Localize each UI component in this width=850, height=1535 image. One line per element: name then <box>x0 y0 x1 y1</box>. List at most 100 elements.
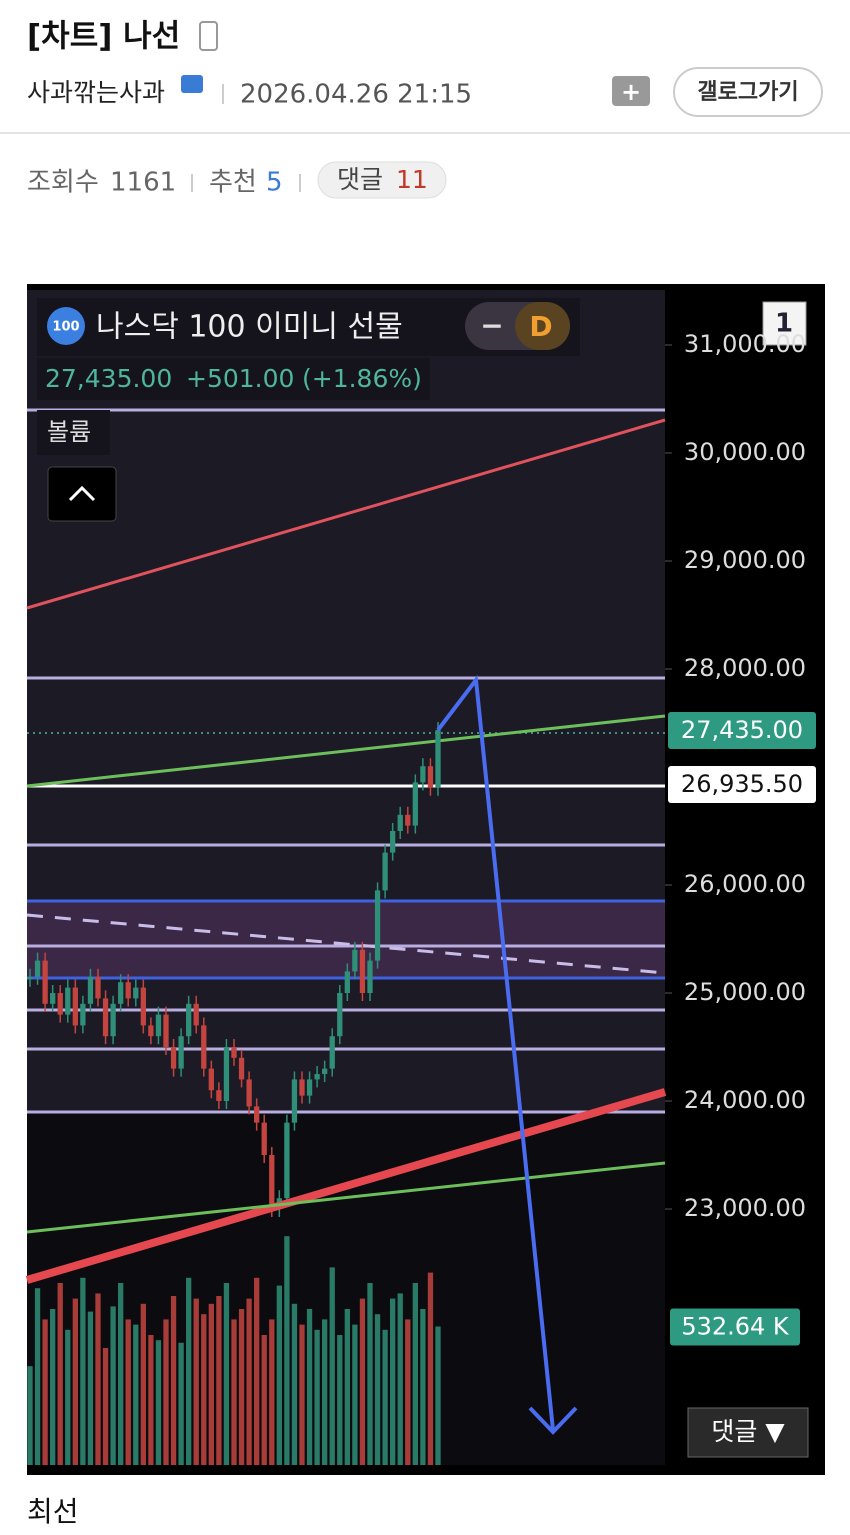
volume-bar <box>102 1348 109 1465</box>
gallery-button-label: 갤로그가기 <box>697 80 798 105</box>
volume-bar <box>276 1285 282 1465</box>
gallery-button[interactable] <box>673 67 823 117</box>
recommend-label: 추천 <box>209 168 257 198</box>
price-tag <box>668 712 816 750</box>
red-support <box>25 1088 667 1284</box>
candle-body <box>118 982 124 1004</box>
volume-bar <box>193 1298 199 1465</box>
views: 1161 <box>110 168 176 198</box>
volume-bar <box>231 1319 237 1465</box>
projection-arrow <box>436 674 555 1431</box>
folder-plus: + <box>621 78 641 106</box>
candle-body <box>299 1079 305 1096</box>
candle-body <box>208 1068 214 1091</box>
post-body-text: 최선 <box>27 1495 79 1528</box>
volume-bar <box>254 1277 260 1465</box>
candle-body <box>238 1057 245 1080</box>
change: +501.00 <box>186 364 294 393</box>
candle-body <box>314 1074 320 1080</box>
zone-band <box>27 901 665 978</box>
candle-body <box>337 993 343 1037</box>
candle-body <box>201 1025 207 1069</box>
volume-bar <box>397 1293 403 1465</box>
volume-bar <box>163 1319 169 1465</box>
volume-bar <box>148 1335 154 1465</box>
volume-bar <box>238 1309 245 1465</box>
candle-body <box>148 1025 154 1037</box>
candle-body <box>322 1068 328 1075</box>
volume-bar <box>269 1319 275 1465</box>
comments-pill[interactable] <box>317 161 447 199</box>
volume-bar <box>291 1303 298 1465</box>
red-trend <box>26 418 666 610</box>
candle-body <box>412 782 418 826</box>
candle-body <box>291 1079 298 1123</box>
volume-bar <box>125 1319 131 1465</box>
candle-body <box>95 976 101 999</box>
candle-body <box>269 1155 275 1210</box>
candle-body <box>80 1003 86 1026</box>
candle-body <box>42 960 48 1004</box>
folder-add-icon[interactable] <box>612 76 650 106</box>
author-badge <box>181 75 203 93</box>
volume-bar <box>170 1296 177 1465</box>
candle-body <box>367 960 373 994</box>
candle-body <box>329 1036 335 1069</box>
volume-bar <box>186 1277 192 1465</box>
volume-bar <box>427 1272 434 1465</box>
symbol-badge <box>47 307 85 345</box>
collapse-button[interactable] <box>47 466 117 522</box>
green-support <box>26 1161 666 1234</box>
volume-bar <box>57 1283 63 1465</box>
volume-bar <box>284 1236 290 1465</box>
candle-body <box>140 987 146 1026</box>
y-tick-label: 26,000.00 <box>684 870 806 898</box>
volume-tag-label: 532.64 K <box>681 1313 790 1341</box>
candle-body <box>344 971 350 994</box>
candle-body <box>435 730 441 788</box>
volume-bar <box>352 1324 358 1465</box>
candle-body <box>186 1003 192 1037</box>
candle-body <box>133 987 139 999</box>
volume-bar <box>412 1283 418 1465</box>
candle-body <box>374 890 381 961</box>
volume-bar <box>390 1298 396 1465</box>
candle-body <box>306 1079 313 1096</box>
volume-bar <box>110 1306 116 1465</box>
interval-active <box>515 302 570 350</box>
volume-bar <box>42 1319 48 1465</box>
volume-bar <box>405 1319 411 1465</box>
interval: D <box>529 310 552 343</box>
y-tick-label: 24,000.00 <box>684 1086 806 1114</box>
price-tag <box>668 765 816 803</box>
comments-button[interactable] <box>687 1407 809 1458</box>
volume-bar <box>27 1366 33 1465</box>
recommend: 5 <box>266 168 283 198</box>
volume-tag <box>37 410 110 455</box>
candle-body <box>284 1122 290 1199</box>
volume-bar <box>329 1267 335 1465</box>
candle-body <box>405 814 411 826</box>
comments-button-label: 댓글 ▼ <box>711 1417 785 1446</box>
volume-bar <box>314 1329 320 1465</box>
candle-body <box>65 987 71 1015</box>
chevron-up <box>68 485 96 502</box>
volume-bar <box>118 1283 124 1465</box>
mobile-icon <box>199 21 218 51</box>
candle-body <box>359 949 366 994</box>
author[interactable]: 사과깎는사과 <box>27 78 165 107</box>
volume-bar <box>246 1298 252 1465</box>
volume-bar <box>50 1309 56 1465</box>
candle-body <box>352 949 358 972</box>
candle-body <box>57 993 63 1015</box>
candles <box>27 722 441 1465</box>
volume-bar <box>72 1298 78 1465</box>
volume-bar <box>95 1293 101 1465</box>
volume-bar <box>140 1303 146 1465</box>
volume-bar <box>201 1314 207 1465</box>
candle-body <box>382 852 388 891</box>
candle-body <box>397 814 403 832</box>
y-tick-label: 31,000.00 <box>684 330 806 358</box>
y-tick-label: 29,000.00 <box>684 546 806 574</box>
y-tick-label: 25,000.00 <box>684 978 806 1006</box>
